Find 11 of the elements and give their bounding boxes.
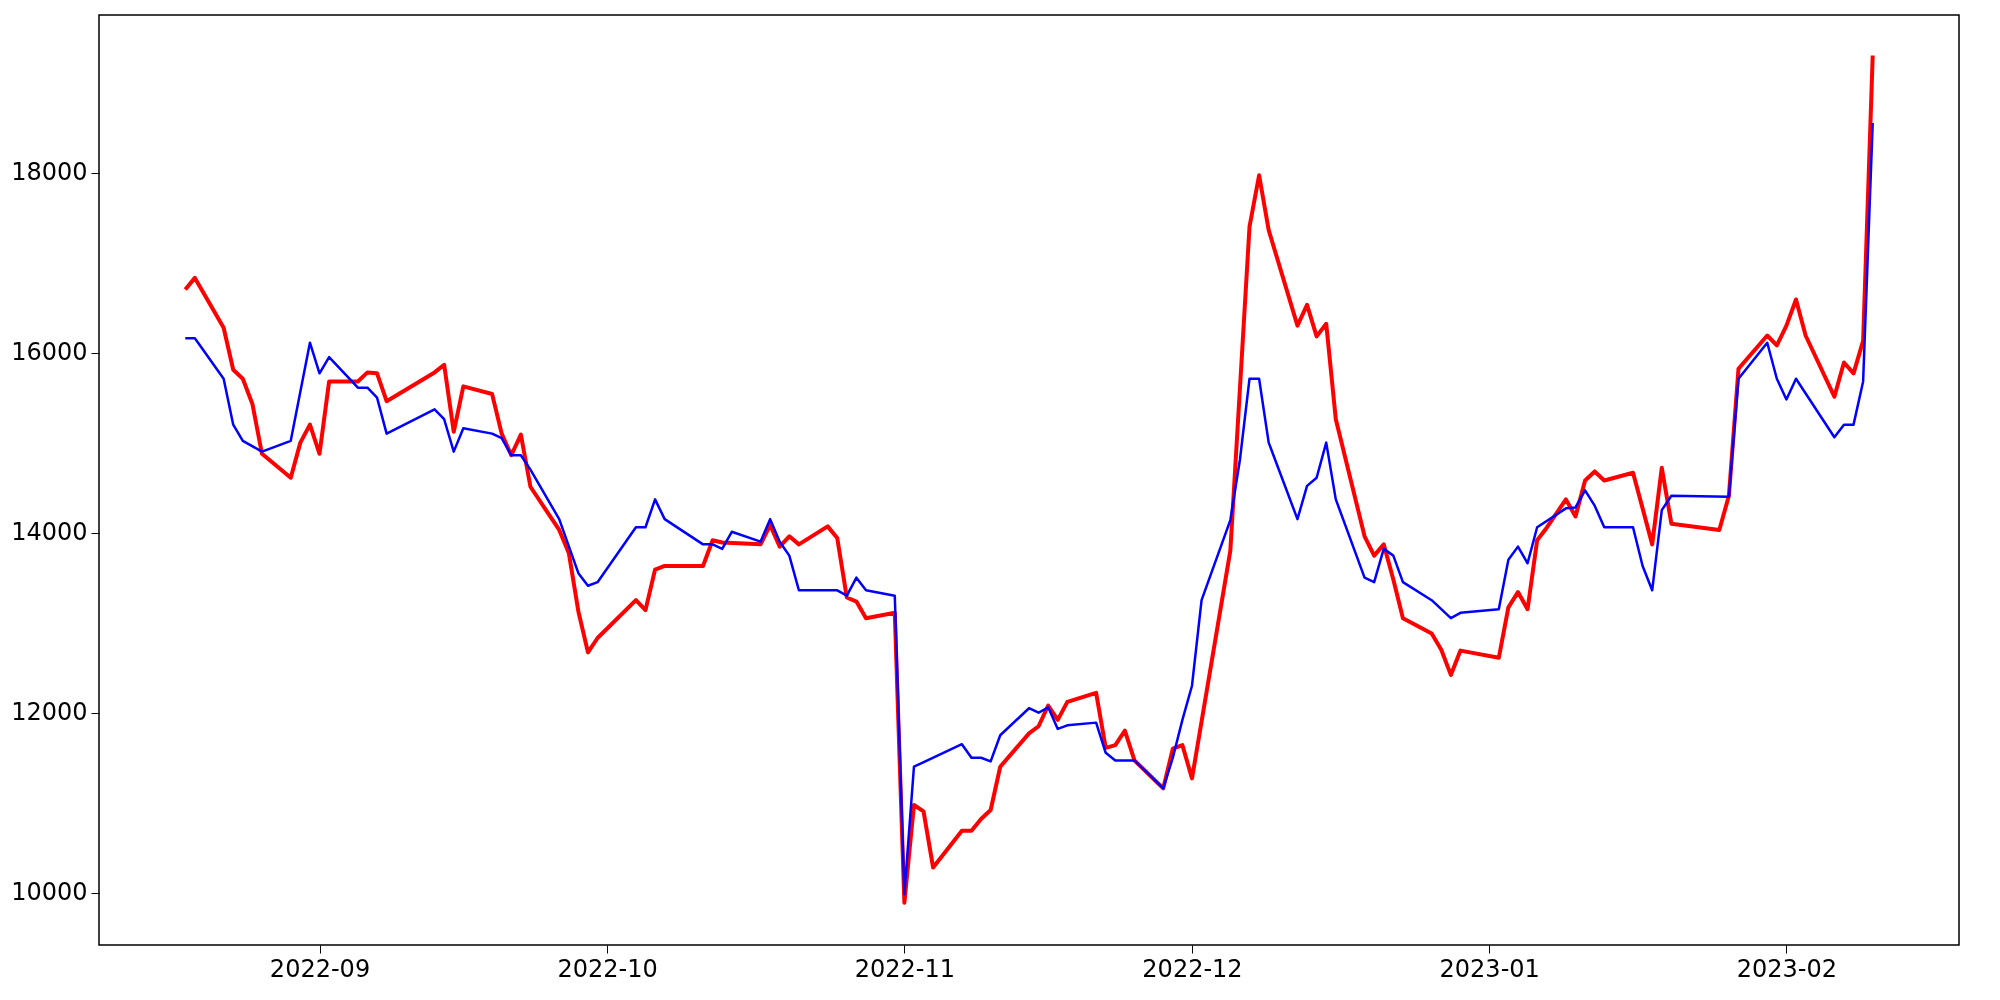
x-tick-label: 2023-02 [1736, 954, 1838, 983]
y-tick-label: 14000 [11, 518, 88, 547]
x-tick-label: 2022-12 [1142, 954, 1243, 983]
x-tick-label: 2023-01 [1439, 954, 1540, 983]
y-tick-label: 18000 [11, 158, 88, 187]
x-tick-label: 2022-09 [269, 954, 371, 983]
x-tick-label: 2022-11 [854, 954, 955, 983]
y-tick-label: 12000 [11, 698, 88, 727]
y-tick-label: 10000 [11, 878, 88, 907]
y-tick-label: 16000 [11, 338, 88, 367]
x-tick-label: 2022-10 [557, 954, 658, 983]
